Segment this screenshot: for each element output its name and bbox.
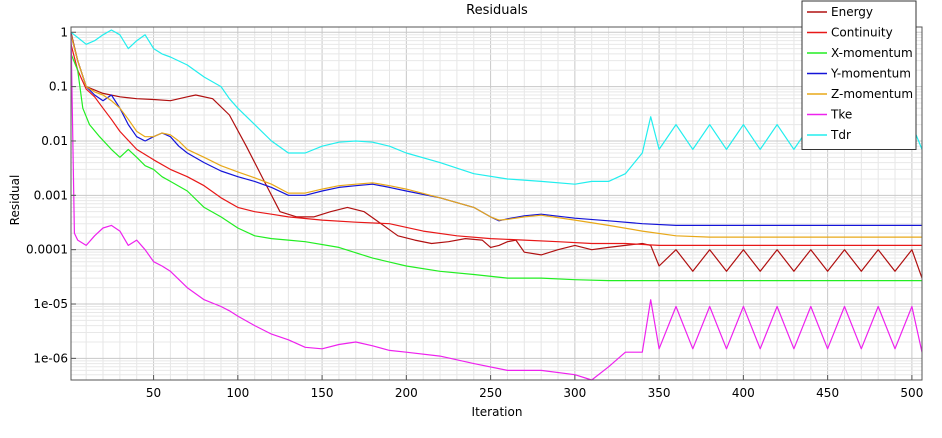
y-tick-label: 0.1 — [49, 80, 68, 94]
chart-title: Residuals — [466, 3, 528, 18]
series-line-z-momentum — [70, 34, 922, 238]
legend: Energy Continuity X-momentum Y-momentum Z-mo… — [801, 0, 917, 150]
y-tick-label: 0.0001 — [26, 243, 68, 257]
y-tick-label: 0.01 — [41, 134, 68, 148]
x-tick-label: 100 — [226, 386, 249, 400]
x-axis-label: Iteration — [472, 405, 523, 419]
legend-label: Tdr — [830, 128, 851, 142]
series-line-tke — [70, 32, 923, 381]
plot-frame — [70, 26, 923, 381]
series-line-continuity — [70, 44, 922, 246]
x-tick-label: 350 — [648, 386, 671, 400]
series-line-tdr — [70, 29, 923, 185]
legend-label: Energy — [831, 5, 873, 19]
series-lines — [70, 29, 923, 381]
x-tick-label: 450 — [816, 386, 839, 400]
x-tick-label: 250 — [479, 386, 502, 400]
y-axis-label: Residual — [8, 175, 22, 226]
legend-label: Continuity — [831, 26, 893, 40]
y-tick-label: 0.001 — [34, 188, 68, 202]
x-tick-label: 50 — [146, 386, 161, 400]
grid — [71, 27, 922, 381]
x-tick-label: 200 — [395, 386, 418, 400]
series-line-energy — [70, 32, 923, 279]
series-line-y-momentum — [70, 34, 922, 226]
x-tick-label: 300 — [563, 386, 586, 400]
legend-label: Z-momentum — [831, 87, 913, 101]
y-tick-label: 1 — [60, 25, 68, 39]
legend-label: Tke — [830, 108, 852, 122]
legend-label: Y-momentum — [830, 67, 911, 81]
x-tick-label: 500 — [900, 386, 923, 400]
x-tick-label: 400 — [732, 386, 755, 400]
series-line-x-momentum — [70, 53, 922, 282]
legend-label: X-momentum — [831, 46, 913, 60]
y-tick-label: 1e-05 — [33, 297, 68, 311]
legend-box — [801, 0, 917, 150]
y-tick-label: 1e-06 — [33, 351, 68, 365]
axis-ticks: 50 100 150 200 250 300 350 400 450 500 1 0.1 0.01 0.0… — [26, 25, 923, 400]
x-tick-label: 150 — [311, 386, 334, 400]
